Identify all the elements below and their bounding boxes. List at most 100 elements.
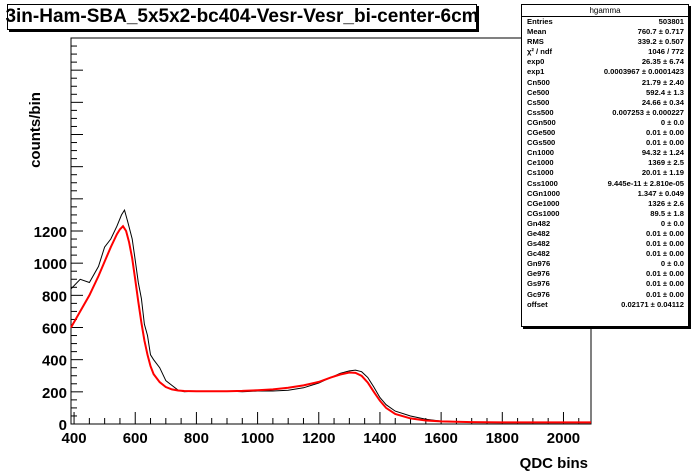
stats-row-value: 89.5 ± 1.8 xyxy=(650,208,684,218)
stats-row-label: exp1 xyxy=(527,67,545,77)
stats-rows: Entries 503801 Mean 760.7 ± 0.717 RMS 339.2 ±… xyxy=(522,17,688,310)
stats-row-value: 339.2 ± 0.507 xyxy=(637,37,684,47)
x-tick-label: 1000 xyxy=(241,430,274,447)
stats-row: RMS 339.2 ± 0.507 xyxy=(522,37,688,47)
stats-row-value: 1369 ± 2.5 xyxy=(648,158,684,168)
stats-row: offset 0.02171 ± 0.04112 xyxy=(522,300,688,310)
stats-row-label: Css500 xyxy=(527,107,554,117)
stats-row: CGn500 0 ± 0.0 xyxy=(522,118,688,128)
stats-row-value: 0 ± 0.0 xyxy=(660,117,684,127)
stats-row-label: CGs1000 xyxy=(527,208,560,218)
stats-row: Gc976 0.01 ± 0.00 xyxy=(522,290,688,300)
stats-row-value: 1326 ± 2.6 xyxy=(648,198,684,208)
stats-row-value: 0.01 ± 0.00 xyxy=(646,228,684,238)
fit-curve-series xyxy=(70,224,591,424)
stats-row: Entries 503801 xyxy=(522,17,688,27)
stats-row-label: Cn500 xyxy=(527,77,550,87)
x-tick-label: 800 xyxy=(184,430,209,447)
stats-row-value: 592.4 ± 1.3 xyxy=(646,87,684,97)
stats-row-value: 0 ± 0.0 xyxy=(660,218,684,228)
stats-row-label: CGs500 xyxy=(527,138,556,148)
x-axis-label: QDC bins xyxy=(520,455,588,472)
stats-row-label: Ge482 xyxy=(527,228,550,238)
stats-row: CGs1000 89.5 ± 1.8 xyxy=(522,209,688,219)
x-tick-label: 2000 xyxy=(547,430,580,447)
stats-row-value: 0.01 ± 0.00 xyxy=(646,279,684,289)
stats-row: CGe500 0.01 ± 0.00 xyxy=(522,128,688,138)
stats-row-label: CGn500 xyxy=(527,117,556,127)
stats-row-label: Cs1000 xyxy=(527,168,554,178)
stats-row: Cs1000 20.01 ± 1.19 xyxy=(522,168,688,178)
stats-row-label: Gn482 xyxy=(527,218,551,228)
stats-row-value: 0.01 ± 0.00 xyxy=(646,138,684,148)
stats-row: Mean 760.7 ± 0.717 xyxy=(522,27,688,37)
stats-row: χ² / ndf 1046 / 772 xyxy=(522,47,688,57)
stats-row-value: 24.66 ± 0.34 xyxy=(641,97,684,107)
title-box: 3in-Ham-SBA_5x5x2-bc404-Vesr-Vesr_bi-cen… xyxy=(5,4,479,30)
y-axis-label: counts/bin xyxy=(27,92,44,168)
stats-row-label: Cn1000 xyxy=(527,148,555,158)
stats-row-label: Ce1000 xyxy=(527,158,554,168)
stats-row: Gn482 0 ± 0.0 xyxy=(522,219,688,229)
stats-row: Css1000 9.445e-11 ± 2.810e-05 xyxy=(522,179,688,189)
stats-row: Cs500 24.66 ± 0.34 xyxy=(522,98,688,108)
stats-row: CGe1000 1326 ± 2.6 xyxy=(522,199,688,209)
y-axis-ticks xyxy=(71,37,83,425)
stats-row: Ge482 0.01 ± 0.00 xyxy=(522,229,688,239)
stats-row: exp0 26.35 ± 6.74 xyxy=(522,57,688,67)
stats-row: CGn1000 1.347 ± 0.049 xyxy=(522,189,688,199)
stats-row-label: RMS xyxy=(527,37,544,47)
stats-row-label: CGe500 xyxy=(527,128,556,138)
chart-title: 3in-Ham-SBA_5x5x2-bc404-Vesr-Vesr_bi-cen… xyxy=(5,6,479,27)
plot-frame xyxy=(70,37,592,425)
x-axis-ticks xyxy=(73,412,580,424)
stats-row-value: 9.445e-11 ± 2.810e-05 xyxy=(607,178,684,188)
stats-row-label: CGn1000 xyxy=(527,188,560,198)
x-tick-label: 400 xyxy=(62,430,87,447)
stats-row: Gs482 0.01 ± 0.00 xyxy=(522,239,688,249)
stats-row-value: 1.347 ± 0.049 xyxy=(637,188,684,198)
stats-row: Gn976 0 ± 0.0 xyxy=(522,259,688,269)
stats-row-label: Cs500 xyxy=(527,97,550,107)
stats-row-value: 21.79 ± 2.40 xyxy=(641,77,684,87)
stats-row-value: 0.0003967 ± 0.0001423 xyxy=(603,67,684,77)
stats-row: Cn1000 94.32 ± 1.24 xyxy=(522,148,688,158)
x-tick-label: 600 xyxy=(123,430,148,447)
stats-row-value: 0.01 ± 0.00 xyxy=(646,239,684,249)
stats-row: Css500 0.007253 ± 0.000227 xyxy=(522,108,688,118)
y-tick-label: 1000 xyxy=(34,256,67,273)
stats-row-value: 760.7 ± 0.717 xyxy=(637,27,684,37)
stats-row-value: 26.35 ± 6.74 xyxy=(641,57,684,67)
stats-row: CGs500 0.01 ± 0.00 xyxy=(522,138,688,148)
stats-row-label: χ² / ndf xyxy=(527,47,553,57)
stats-row-label: exp0 xyxy=(527,57,545,67)
x-tick-label: 1200 xyxy=(302,430,335,447)
stats-row-value: 0.01 ± 0.00 xyxy=(646,289,684,299)
stats-row: Ce1000 1369 ± 2.5 xyxy=(522,158,688,168)
stats-row-label: Entries xyxy=(527,17,553,26)
y-tick-label: 0 xyxy=(59,417,67,434)
stats-row: Cn500 21.79 ± 2.40 xyxy=(522,78,688,88)
stats-row-label: Gc976 xyxy=(527,289,550,299)
stats-row-value: 94.32 ± 1.24 xyxy=(641,148,684,158)
stats-title: hgamma xyxy=(522,5,688,17)
stats-row-value: 0.01 ± 0.00 xyxy=(646,249,684,259)
stats-row: Ge976 0.01 ± 0.00 xyxy=(522,269,688,279)
stats-row-label: offset xyxy=(527,299,548,309)
stats-row-label: Gn976 xyxy=(527,259,551,269)
stats-row-value: 20.01 ± 1.19 xyxy=(641,168,684,178)
stats-row: exp1 0.0003967 ± 0.0001423 xyxy=(522,67,688,77)
stats-box: hgamma Entries 503801 Mean 760.7 ± 0.717 RMS… xyxy=(521,4,689,327)
stats-row-value: 0.01 ± 0.00 xyxy=(646,269,684,279)
stats-row: Gs976 0.01 ± 0.00 xyxy=(522,279,688,289)
stats-row-label: Gs482 xyxy=(527,239,550,249)
stats-row-label: Mean xyxy=(527,27,547,37)
stats-row: Gc482 0.01 ± 0.00 xyxy=(522,249,688,259)
stats-row-label: Css1000 xyxy=(527,178,558,188)
stats-row-label: Ce500 xyxy=(527,87,550,97)
y-tick-label: 600 xyxy=(42,321,67,338)
stats-row-value: 0.02171 ± 0.04112 xyxy=(621,299,684,309)
stats-row-label: Gs976 xyxy=(527,279,550,289)
y-axis-tick-labels: 0 200 400 600 800 1000 1200 xyxy=(34,224,67,434)
